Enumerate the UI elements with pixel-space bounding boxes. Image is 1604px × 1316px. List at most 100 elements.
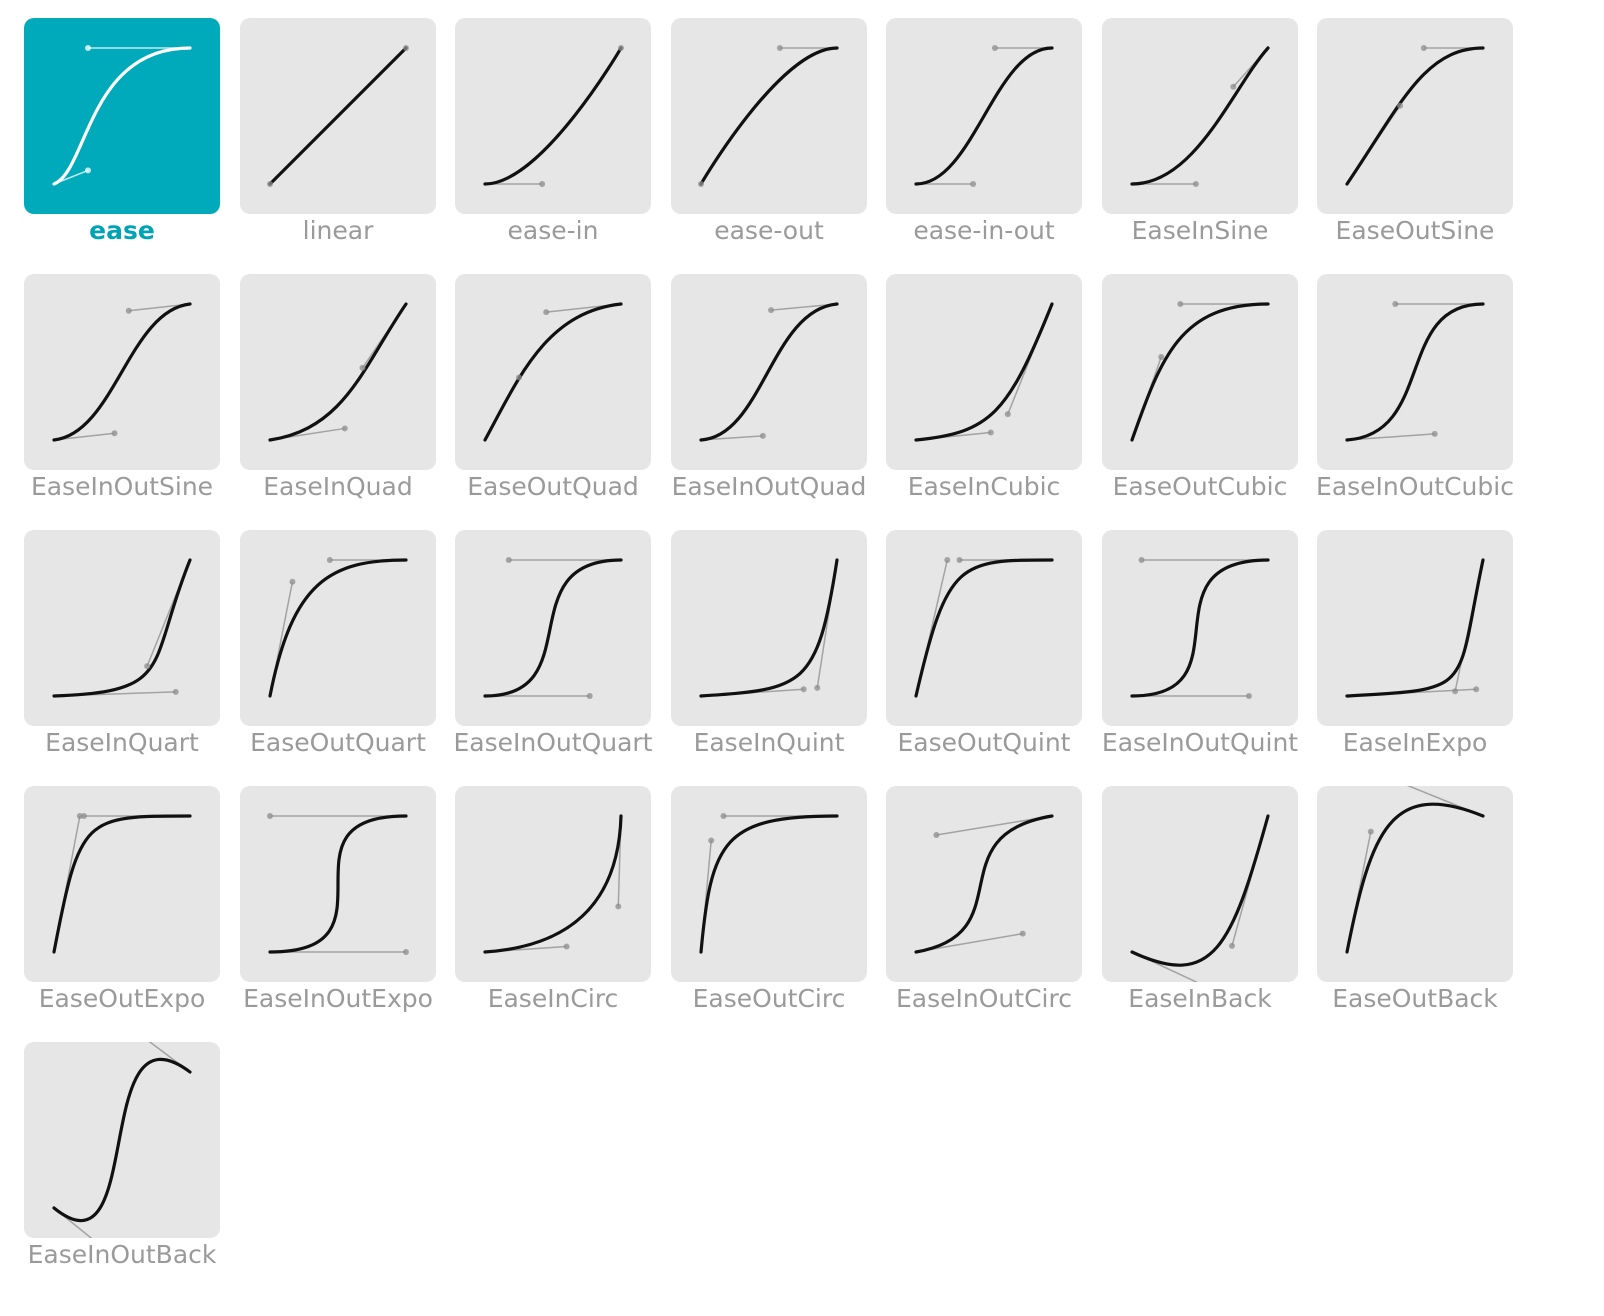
curve-preview-tile[interactable] [1317, 18, 1513, 214]
control-point-1-dot [1245, 693, 1252, 699]
curve-preview-tile[interactable] [24, 786, 220, 982]
bezier-curve-graphic [698, 45, 839, 187]
curve-option-easeinoutquad[interactable]: EaseInOutQuad [671, 274, 867, 524]
bezier-curve-path [1130, 558, 1270, 698]
curve-preview-tile[interactable] [671, 274, 867, 470]
curve-preview-tile[interactable] [886, 274, 1082, 470]
control-point-2-dot [85, 45, 91, 51]
curve-option-easeinquint[interactable]: EaseInQuint [671, 530, 867, 780]
curve-preview-tile[interactable] [24, 18, 220, 214]
bezier-curve-graphic [1345, 786, 1485, 954]
control-point-1-dot [539, 181, 546, 187]
control-point-1-dot [267, 181, 273, 187]
bezier-curve-path [1345, 802, 1485, 954]
curve-option-linear[interactable]: linear [240, 18, 436, 268]
curve-preview-tile[interactable] [455, 274, 651, 470]
curve-option-ease[interactable]: ease [24, 18, 220, 268]
curve-option-easeoutsine[interactable]: EaseOutSine [1317, 18, 1513, 268]
control-point-2-dot [720, 813, 727, 819]
curve-option-easeoutcubic[interactable]: EaseOutCubic [1102, 274, 1298, 524]
curve-option-easeoutexpo[interactable]: EaseOutExpo [24, 786, 220, 1036]
curve-preview-tile[interactable] [24, 530, 220, 726]
curve-option-ease-in[interactable]: ease-in [455, 18, 651, 268]
curve-option-easeoutcirc[interactable]: EaseOutCirc [671, 786, 867, 1036]
control-point-1-dot [586, 693, 593, 699]
bezier-curve-path [699, 814, 839, 954]
control-point-1-dot [172, 688, 179, 695]
bezier-curve-graphic [483, 557, 623, 699]
curve-option-easeinquad[interactable]: EaseInQuad [240, 274, 436, 524]
bezier-curve-path [52, 46, 192, 186]
curve-label: EaseOutCirc [692, 984, 846, 1013]
curve-preview-tile[interactable] [24, 1042, 220, 1238]
curve-option-ease-in-out[interactable]: ease-in-out [886, 18, 1082, 268]
curve-option-ease-out[interactable]: ease-out [671, 18, 867, 268]
curve-preview-tile[interactable] [240, 274, 436, 470]
curve-preview-tile[interactable] [240, 530, 436, 726]
curve-label: EaseInOutQuad [671, 472, 867, 501]
curve-option-easeinoutcubic[interactable]: EaseInOutCubic [1316, 274, 1514, 524]
curve-preview-tile[interactable] [1317, 786, 1513, 982]
curve-option-easeinoutsine[interactable]: EaseInOutSine [24, 274, 220, 524]
curve-label: linear [302, 216, 374, 245]
curve-option-easeoutquad[interactable]: EaseOutQuad [455, 274, 651, 524]
curve-option-easeincubic[interactable]: EaseInCubic [886, 274, 1082, 524]
curve-preview-tile[interactable] [455, 18, 651, 214]
curve-preview-tile[interactable] [1102, 530, 1298, 726]
control-point-2-dot [1004, 411, 1011, 418]
curve-preview-tile[interactable] [886, 786, 1082, 982]
curve-option-easeinback[interactable]: EaseInBack [1102, 786, 1298, 1036]
curve-preview-tile[interactable] [671, 530, 867, 726]
curve-option-easeinquart[interactable]: EaseInQuart [24, 530, 220, 780]
bezier-curve-path [52, 814, 192, 954]
bezier-curve-graphic [483, 302, 623, 442]
curve-preview-tile[interactable] [240, 786, 436, 982]
curve-option-easeinoutback[interactable]: EaseInOutBack [24, 1042, 220, 1292]
curve-option-easeinoutcirc[interactable]: EaseInOutCirc [886, 786, 1082, 1036]
control-point-2-dot [1177, 301, 1184, 307]
curve-label: EaseOutQuint [897, 728, 1071, 757]
curve-preview-tile[interactable] [1102, 18, 1298, 214]
curve-preview-tile[interactable] [1102, 274, 1298, 470]
curve-preview-tile[interactable] [1102, 786, 1298, 982]
curve-preview-tile[interactable] [1317, 530, 1513, 726]
curve-preview-tile[interactable] [455, 530, 651, 726]
bezier-curve-graphic [52, 45, 192, 186]
control-point-1-dot [403, 949, 409, 955]
bezier-curve-path [268, 46, 408, 186]
curve-option-easeinexpo[interactable]: EaseInExpo [1317, 530, 1513, 780]
curve-option-easeinoutexpo[interactable]: EaseInOutExpo [240, 786, 436, 1036]
curve-label: EaseOutCubic [1112, 472, 1288, 501]
curve-preview-tile[interactable] [240, 18, 436, 214]
curve-preview-tile[interactable] [886, 18, 1082, 214]
bezier-curve-graphic [699, 813, 839, 954]
bezier-curve-graphic [1345, 45, 1485, 186]
curve-label: EaseInOutExpo [243, 984, 433, 1013]
curve-option-easeoutquart[interactable]: EaseOutQuart [240, 530, 436, 780]
bezier-curve-path [914, 302, 1054, 442]
bezier-curve-graphic [1130, 557, 1270, 699]
curve-option-easeincirc[interactable]: EaseInCirc [455, 786, 651, 1036]
curve-option-easeoutback[interactable]: EaseOutBack [1317, 786, 1513, 1036]
curve-preview-tile[interactable] [24, 274, 220, 470]
control-point-1-dot [341, 425, 348, 432]
curve-preview-tile[interactable] [671, 786, 867, 982]
control-point-2-dot [814, 684, 821, 691]
curve-option-easeinoutquint[interactable]: EaseInOutQuint [1102, 530, 1298, 780]
control-point-2-dot [505, 557, 512, 563]
curve-preview-tile[interactable] [671, 18, 867, 214]
curve-label: EaseInCirc [487, 984, 619, 1013]
bezier-curve-path [52, 1057, 192, 1223]
bezier-curve-path [699, 558, 839, 698]
control-point-1-dot [1158, 354, 1165, 361]
bezier-curve-path [1130, 814, 1270, 967]
bezier-curve-path [914, 814, 1054, 954]
curve-preview-tile[interactable] [1317, 274, 1513, 470]
curve-preview-tile[interactable] [886, 530, 1082, 726]
curve-option-easeinsine[interactable]: EaseInSine [1102, 18, 1298, 268]
curve-option-easeoutquint[interactable]: EaseOutQuint [886, 530, 1082, 780]
curve-option-easeinoutquart[interactable]: EaseInOutQuart [454, 530, 653, 780]
curve-preview-tile[interactable] [455, 786, 651, 982]
bezier-curve-path [52, 558, 192, 698]
bezier-curve-graphic [267, 45, 409, 187]
